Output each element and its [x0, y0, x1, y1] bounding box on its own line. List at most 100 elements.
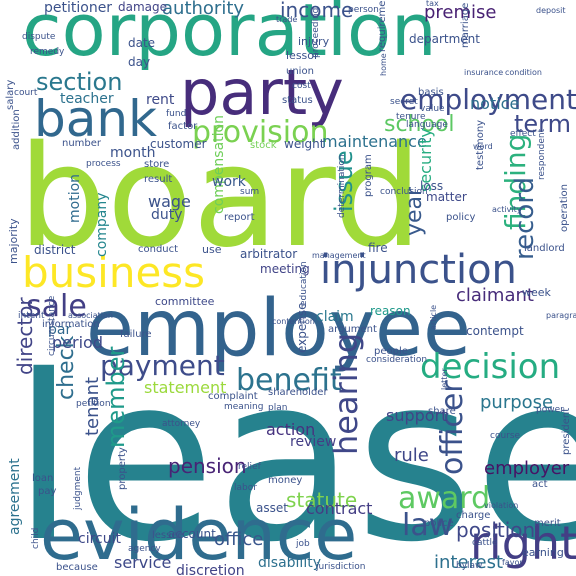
word-landlord: landlord [524, 243, 565, 254]
word-stock: stock [250, 140, 277, 151]
word-condition: condition [505, 68, 542, 77]
word-section: section [36, 68, 123, 96]
word-charge: charge [456, 510, 491, 521]
word-matter: matter [426, 190, 467, 204]
word-school: school [384, 112, 455, 137]
word-effect: effect [510, 129, 536, 139]
word-person: person [348, 5, 379, 15]
word-director: director [13, 297, 37, 375]
word-earning: earning [522, 546, 564, 559]
word-weight: weight [284, 137, 325, 151]
word-policy: policy [446, 212, 476, 223]
word-disability: disability [258, 555, 321, 571]
word-tax: tax [426, 0, 439, 8]
word-relief: relief [238, 462, 261, 472]
word-meeting: meeting [260, 262, 310, 276]
word-premise: premise [424, 2, 497, 23]
word-home: home [379, 53, 388, 76]
word-value: value [420, 104, 445, 114]
word-duty: duty [151, 207, 183, 223]
word-education: education [299, 261, 309, 306]
word-damage: damage [118, 0, 168, 14]
word-contract: contract [306, 499, 373, 518]
word-association: association [68, 311, 113, 320]
word-store: store [144, 159, 170, 170]
word-payment: payment [100, 349, 225, 382]
word-business: business [22, 248, 206, 297]
word-department: department [409, 32, 480, 46]
word-wage: wage [148, 192, 191, 211]
word-notice: notice [470, 94, 520, 113]
word-decision: decision [420, 347, 561, 387]
word-lessor: lessor [286, 49, 319, 62]
word-loan: loan [32, 473, 54, 484]
word-service: service [114, 553, 172, 572]
word-motion: motion [67, 173, 83, 223]
word-majority: majority [7, 218, 20, 264]
word-testimony: testimony [475, 119, 486, 170]
word-petitioner: petitioner [44, 0, 113, 16]
word-par: par [48, 322, 72, 338]
word-merit: merit [534, 518, 561, 529]
word-child: child [31, 527, 41, 549]
word-share: share [428, 406, 456, 417]
word-money: money [268, 475, 303, 486]
word-statute: statute [286, 488, 358, 512]
word-pension: pension [168, 454, 247, 478]
word-tenure: tenure [396, 112, 426, 122]
word-act: act [532, 479, 548, 490]
word-lease: lease [12, 326, 576, 576]
word-favor: favor [502, 558, 523, 567]
word-addition: addition [11, 109, 22, 150]
word-basis: basis [418, 87, 444, 98]
word-determination: determination [337, 154, 347, 218]
word-provision: provision [192, 115, 329, 150]
word-contention: contention [272, 317, 315, 326]
word-petition: petition [76, 399, 111, 409]
word-conclusion: conclusion [380, 187, 428, 197]
word-circuit: circuit [78, 531, 121, 547]
word-injury: injury [298, 35, 330, 48]
word-people: people [374, 346, 408, 357]
word-insurance: insurance [464, 68, 504, 77]
word-lessee: lessee [152, 530, 184, 541]
word-purpose: purpose [480, 392, 554, 413]
word-committee: committee [155, 295, 215, 308]
word-compensation: compensation [211, 115, 227, 214]
word-employment: employment [400, 83, 576, 116]
word-period: period [52, 333, 103, 352]
word-day: day [128, 55, 151, 69]
word-word: word [473, 142, 493, 151]
word-sum: sum [240, 187, 260, 197]
word-police: police [424, 518, 454, 529]
word-dispute: dispute [22, 32, 56, 42]
word-bank: bank [34, 90, 158, 148]
word-judgment: judgment [73, 466, 83, 510]
word-property: property [117, 447, 128, 490]
word-activity: activity [492, 205, 522, 214]
word-status: status [282, 95, 313, 106]
word-benefit: benefit [236, 363, 342, 398]
word-action: action [266, 420, 316, 439]
word-employee: employee [86, 284, 472, 374]
word-jurisdiction: jurisdiction [316, 562, 366, 572]
word-meaning: meaning [224, 402, 264, 412]
word-result: result [144, 174, 173, 185]
word-attorney: attorney [162, 419, 201, 429]
word-labor: labor [234, 483, 257, 493]
word-account: account [168, 527, 216, 541]
word-income: income [280, 0, 354, 22]
word-union: union [286, 66, 314, 77]
word-loss: loss [420, 179, 444, 193]
word-plan: plan [268, 403, 288, 413]
word-management: management [312, 251, 366, 260]
word-consideration: consideration [366, 355, 428, 365]
word-support: support [386, 406, 448, 425]
word-circumstance: circumstance [47, 295, 57, 356]
word-board: board [18, 116, 423, 279]
word-language: language [406, 120, 448, 130]
word-paragraph: paragraph [546, 311, 576, 320]
word-remedy: remedy [30, 47, 65, 57]
word-operation: operation [559, 183, 570, 232]
word-number: number [62, 138, 102, 149]
